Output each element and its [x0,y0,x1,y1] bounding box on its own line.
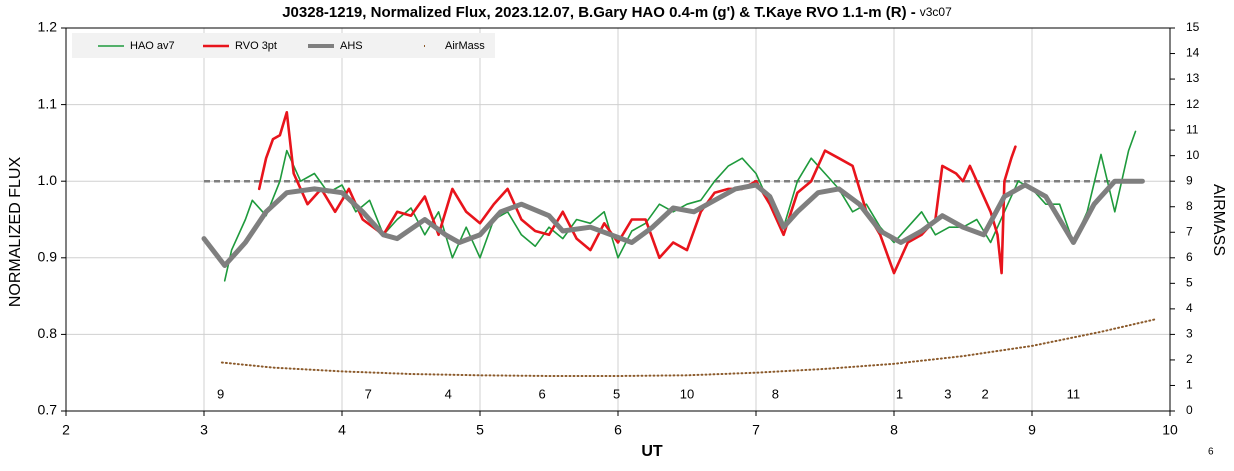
annotation: 2 [981,386,988,401]
annotation: 5 [613,386,620,401]
series-line [220,318,1158,377]
x-tick-label: 9 [1028,422,1036,438]
x-tick-label: 6 [614,422,622,438]
y2-tick-label: 8 [1186,199,1193,213]
annotation: 8 [772,386,779,401]
corner-note: 6 [1208,447,1214,458]
legend-label: HAO av7 [130,40,175,52]
x-tick-label: 2 [62,422,70,438]
y-tick-label: 1.1 [38,95,58,111]
y2-tick-label: 6 [1186,250,1193,264]
y-tick-label: 0.7 [38,402,58,418]
legend: HAO av7 RVO 3pt AHS AirMass [72,33,495,58]
annotation: 4 [445,386,452,401]
y2-tick-label: 1 [1186,378,1193,392]
legend-label: AHS [340,40,363,52]
y2-tick-label: 11 [1186,122,1199,136]
y2-tick-label: 7 [1186,224,1193,238]
annotation: 9 [217,386,224,401]
annotation: 6 [538,386,545,401]
x-tick-label: 3 [200,422,208,438]
y-tick-label: 1.2 [38,19,58,35]
title-version: v3c07 [920,5,952,19]
y2-tick-label: 5 [1186,276,1193,290]
y2-tick-label: 13 [1186,71,1200,85]
x-tick-label: 4 [338,422,346,438]
legend-label: RVO 3pt [235,40,277,52]
annotation: 10 [680,386,694,401]
y2-tick-label: 9 [1186,173,1193,187]
x-tick-label: 7 [752,422,760,438]
annotation: 11 [1067,386,1081,401]
plot-frame [65,27,1171,412]
x-tick-label: 5 [476,422,484,438]
x-tick-label: 8 [890,422,898,438]
y2-axis-title: AIRMASS [1210,184,1227,256]
x-axis-title: UT [641,443,663,460]
annotation: 7 [365,386,372,401]
y2-tick-label: 12 [1186,97,1200,111]
series-line [201,178,1145,268]
annotation: 1 [896,386,903,401]
legend-label: AirMass [445,40,485,52]
y2-tick-label: 10 [1186,148,1200,162]
series-line [257,111,1017,275]
y2-tick-label: 14 [1186,46,1200,60]
y-axis-title: NORMALIZED FLUX [7,157,24,308]
title-main: J0328-1219, Normalized Flux, 2023.12.07,… [282,4,916,21]
y2-tick-label: 2 [1186,352,1193,366]
y-tick-label: 1.0 [38,172,58,188]
y2-tick-label: 4 [1186,301,1193,315]
y-tick-label: 0.9 [38,249,58,265]
annotation: 3 [944,386,951,401]
y2-tick-label: 3 [1186,327,1193,341]
chart-title: J0328-1219, Normalized Flux, 2023.12.07,… [282,4,952,21]
y-tick-label: 0.8 [38,325,58,341]
y2-tick-label: 15 [1186,20,1200,34]
x-tick-label: 10 [1162,422,1178,438]
y2-tick-label: 0 [1186,403,1193,417]
